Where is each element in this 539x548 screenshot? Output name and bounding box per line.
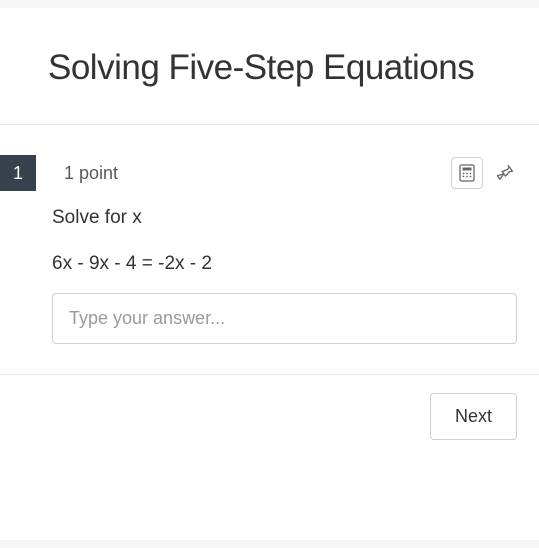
page-container: Solving Five-Step Equations 1 1 point <box>0 8 539 540</box>
answer-input[interactable] <box>52 293 517 344</box>
calculator-icon <box>459 164 475 182</box>
header-icons <box>451 157 517 189</box>
question-number-badge: 1 <box>0 155 36 191</box>
next-button[interactable]: Next <box>430 393 517 440</box>
pin-icon <box>495 163 515 183</box>
page-title: Solving Five-Step Equations <box>48 48 491 88</box>
question-section: 1 1 point <box>0 125 539 375</box>
question-prompt: Solve for x <box>52 207 517 229</box>
question-body: Solve for x 6x - 9x - 4 = -2x - 2 <box>0 191 539 344</box>
title-section: Solving Five-Step Equations <box>0 8 539 125</box>
points-label: 1 point <box>64 163 118 184</box>
calculator-button[interactable] <box>451 157 483 189</box>
pin-button[interactable] <box>493 161 517 185</box>
footer-section: Next <box>0 375 539 458</box>
question-header: 1 1 point <box>0 125 539 191</box>
question-equation: 6x - 9x - 4 = -2x - 2 <box>52 253 517 275</box>
